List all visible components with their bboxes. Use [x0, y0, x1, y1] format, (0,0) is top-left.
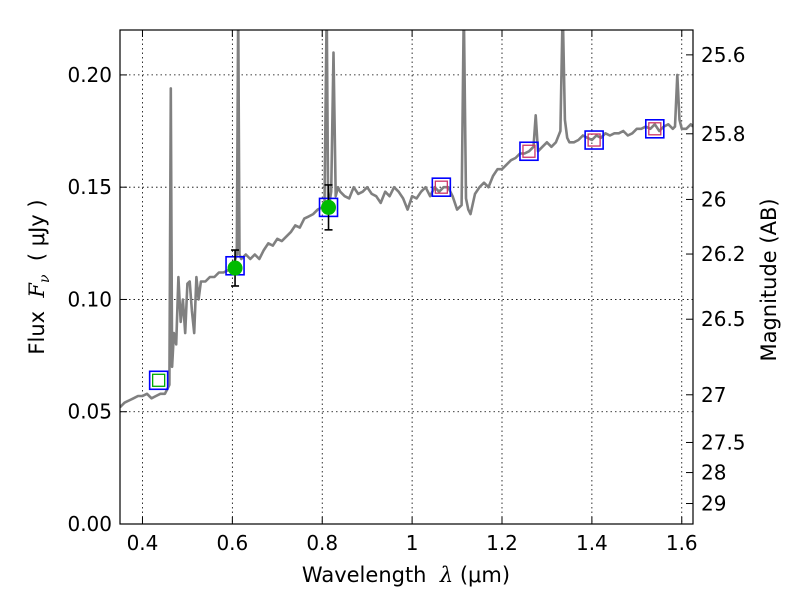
nir-point-square [587, 133, 601, 147]
x-tick-label: 0.6 [216, 531, 248, 555]
observed-point [227, 260, 243, 276]
y-axis-label-prefix: Flux [25, 298, 49, 355]
x-axis-label-symbol: λ [439, 563, 453, 587]
nir-point-square [522, 144, 536, 158]
mag-tick-label: 26 [701, 187, 726, 211]
x-tick-label: 1.4 [576, 531, 608, 555]
observed-point [321, 199, 337, 215]
x-tick-label: 1.2 [486, 531, 518, 555]
model-point-square [519, 141, 539, 162]
x-axis-label-prefix: Wavelength [302, 563, 440, 587]
y2-axis-label: Magnitude (AB) [757, 198, 781, 361]
mag-tick-label: 26.2 [701, 242, 746, 266]
y-tick-label: 0.05 [67, 400, 112, 424]
mag-tick-label: 28 [701, 461, 726, 485]
x-axis-label-units: (μm) [453, 563, 510, 587]
model-point-square [644, 119, 665, 139]
magnitude-axis-ticks: 25.6 25.8 26 26.2 26.5 27 27.5 28 29 [686, 43, 746, 516]
plot-frame [119, 29, 694, 525]
mag-tick-label: 25.6 [701, 43, 746, 67]
model-point-square [431, 177, 452, 197]
mag-tick-label: 25.8 [701, 122, 746, 146]
y-axis-label-subscript: ν [37, 274, 53, 283]
y-tick-label: 0.10 [67, 287, 112, 311]
mag-tick-label: 27 [701, 383, 726, 407]
plot-background [120, 30, 693, 524]
y-axis-label: Flux Fν ( μJy ) [25, 199, 53, 354]
model-point-square [584, 130, 604, 150]
y-tick-label: 0.00 [67, 512, 112, 536]
x-tick-label: 0.8 [306, 531, 338, 555]
x-tick-label: 0.4 [127, 531, 159, 555]
model-point-square [148, 370, 169, 391]
x-tick-label: 1 [406, 531, 419, 555]
data-series [120, 30, 693, 409]
x-axis-label: Wavelength λ (μm) [302, 563, 510, 587]
nir-point-square [648, 122, 662, 136]
y-tick-label: 0.20 [67, 63, 112, 87]
optical-point-square [151, 373, 166, 387]
y-axis-label-symbol: F [25, 282, 49, 299]
x-axis-ticks: 0.4 0.6 0.8 1 1.2 1.4 1.6 [127, 30, 698, 555]
grid-lines [120, 30, 693, 524]
nir-point-square [434, 180, 448, 194]
spectrum-line [120, 30, 693, 409]
y-axis-label-units: ( μJy ) [25, 199, 49, 274]
mag-tick-label: 26.5 [701, 307, 746, 331]
y-tick-label: 0.15 [67, 175, 112, 199]
mag-tick-label: 29 [701, 492, 726, 516]
mag-tick-label: 27.5 [701, 430, 746, 454]
x-tick-label: 1.6 [666, 531, 698, 555]
y-axis-ticks: 0.00 0.05 0.10 0.15 0.20 [67, 63, 127, 536]
